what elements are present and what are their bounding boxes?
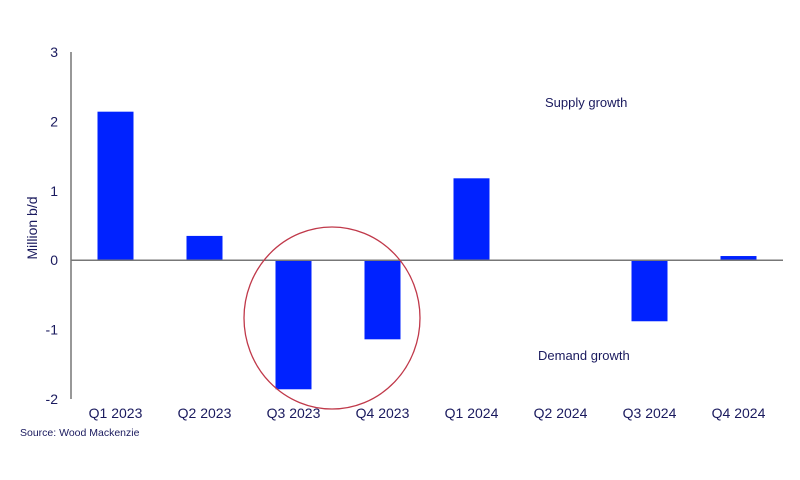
x-tick-label: Q2 2023	[178, 405, 232, 421]
highlight-circle	[243, 226, 421, 410]
y-tick-label: 2	[50, 113, 58, 129]
x-tick-label: Q1 2024	[445, 405, 499, 421]
x-tick-label: Q3 2023	[267, 405, 321, 421]
source-note: Source: Wood Mackenzie	[20, 427, 140, 439]
y-tick-label: 1	[50, 183, 58, 199]
annotation-supply: Supply growth	[545, 95, 627, 110]
bar-q3-2024	[631, 260, 668, 322]
annotation-demand: Demand growth	[538, 348, 630, 363]
y-tick-label: -1	[46, 322, 59, 338]
x-tick-label: Q1 2023	[89, 405, 143, 421]
x-tick-label: Q4 2023	[356, 405, 410, 421]
x-tick-label: Q3 2024	[623, 405, 677, 421]
x-tick-label: Q2 2024	[534, 405, 588, 421]
y-tick-label: 3	[50, 44, 58, 60]
bar-q1-2024	[453, 178, 490, 261]
bar-q4-2023	[364, 260, 401, 340]
bar-q2-2023	[186, 235, 223, 261]
bar-q3-2023	[275, 260, 312, 390]
x-tick-label: Q4 2024	[712, 405, 766, 421]
bar-q4-2024	[720, 256, 757, 261]
y-axis-label: Million b/d	[24, 196, 40, 259]
bar-q1-2023	[97, 111, 134, 261]
y-tick-label: -2	[46, 391, 59, 407]
y-tick-label: 0	[50, 252, 58, 268]
